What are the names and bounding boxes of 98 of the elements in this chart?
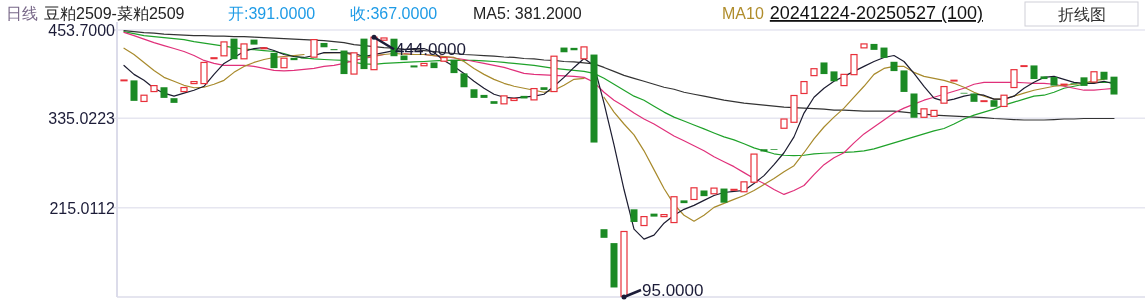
candlestick xyxy=(380,37,388,41)
candlestick xyxy=(670,196,678,224)
text: MA5: 381.2000 xyxy=(473,5,582,22)
candlestick xyxy=(1020,65,1028,68)
candlestick xyxy=(180,86,188,93)
y-tick-label: 453.7000 xyxy=(48,22,116,39)
candlestick xyxy=(640,216,648,227)
candlestick xyxy=(1030,65,1038,80)
text: MA10 xyxy=(722,5,764,22)
y-tick-label: 215.0112 xyxy=(49,199,116,217)
candlestick xyxy=(1040,76,1048,80)
candlestick xyxy=(710,187,718,195)
candlestick xyxy=(630,209,638,222)
candlestick xyxy=(1110,76,1118,95)
candlestick xyxy=(530,87,538,101)
candlestick xyxy=(1100,71,1108,80)
candlestick xyxy=(1080,77,1088,86)
candlestick xyxy=(700,190,708,197)
candlestick xyxy=(500,95,508,105)
candlestick xyxy=(310,39,318,58)
text: 20241224-20250527 (100) xyxy=(769,3,983,23)
candlestick xyxy=(580,46,588,60)
candlestick xyxy=(990,100,998,107)
candlestick xyxy=(870,43,878,50)
text: 开:391.0000 xyxy=(228,5,316,22)
candlestick xyxy=(720,188,728,203)
candlestick xyxy=(220,41,228,57)
candlestick xyxy=(860,43,868,49)
candlestick xyxy=(230,38,238,60)
candlestick xyxy=(360,38,368,70)
candlestick xyxy=(250,39,258,45)
candlestick xyxy=(740,181,748,193)
candlestick xyxy=(660,214,668,218)
candlestick xyxy=(1090,71,1098,83)
candlestick xyxy=(280,57,288,69)
candlestick xyxy=(160,87,168,98)
annotation: 95.0000 xyxy=(642,281,704,300)
candlestick xyxy=(900,70,908,92)
candlestick xyxy=(590,54,598,143)
candlestick xyxy=(480,94,488,98)
line-series xyxy=(123,30,1115,121)
candlestick xyxy=(930,109,938,117)
y-tick-label: 335.0223 xyxy=(48,110,116,128)
candlestick xyxy=(320,42,328,48)
candlestick xyxy=(410,65,418,68)
candlestick xyxy=(420,62,428,67)
candlestick xyxy=(850,53,858,76)
candlestick xyxy=(150,85,158,93)
candlestick xyxy=(610,243,618,288)
candlestick xyxy=(970,93,978,102)
text: 日线 xyxy=(6,5,38,22)
candlestick xyxy=(800,80,808,95)
candlestick xyxy=(190,80,198,85)
candlestick xyxy=(140,94,148,103)
candlestick xyxy=(920,108,928,118)
text: 收:367.0000 xyxy=(350,5,438,22)
candlestick xyxy=(940,85,948,104)
candlestick xyxy=(650,213,658,217)
candlestick xyxy=(350,52,358,75)
candlestick xyxy=(270,52,278,69)
candlestick xyxy=(170,98,178,103)
candlestick xyxy=(690,187,698,201)
candlestick xyxy=(460,73,468,88)
candlestick xyxy=(540,87,548,90)
candlestick xyxy=(260,47,268,50)
chart-title: 豆粕2509-菜粕2509 xyxy=(44,5,185,22)
text: 折线图 xyxy=(1058,6,1106,23)
candlestick xyxy=(210,57,218,60)
candlestick xyxy=(240,43,248,60)
candlestick xyxy=(550,55,558,93)
candlestick xyxy=(950,79,958,82)
candlestick xyxy=(790,94,798,123)
candlestick xyxy=(130,80,138,101)
candlestick xyxy=(200,61,208,85)
candlestick xyxy=(1050,77,1058,86)
candlestick xyxy=(820,62,828,75)
candlestick xyxy=(890,61,898,72)
candlestick xyxy=(750,153,758,183)
candlestick xyxy=(340,50,348,75)
candlestick xyxy=(830,71,838,82)
candlestick xyxy=(810,68,818,77)
candlestick xyxy=(450,59,458,74)
candlestick xyxy=(510,97,518,102)
candlestick xyxy=(490,101,498,104)
candlestick xyxy=(1000,94,1008,108)
candlestick xyxy=(1010,69,1018,89)
candlestick xyxy=(910,93,918,118)
candlestick xyxy=(120,79,128,82)
candlestick xyxy=(600,229,608,238)
candlestick xyxy=(730,188,738,191)
candlestick xyxy=(430,62,438,69)
candlestick xyxy=(980,100,988,103)
candlestick xyxy=(470,89,478,98)
candlestick xyxy=(1060,83,1068,86)
candlestick xyxy=(880,47,888,58)
candlestick xyxy=(840,73,848,87)
candlestick xyxy=(780,118,788,129)
candlestick xyxy=(680,200,688,204)
